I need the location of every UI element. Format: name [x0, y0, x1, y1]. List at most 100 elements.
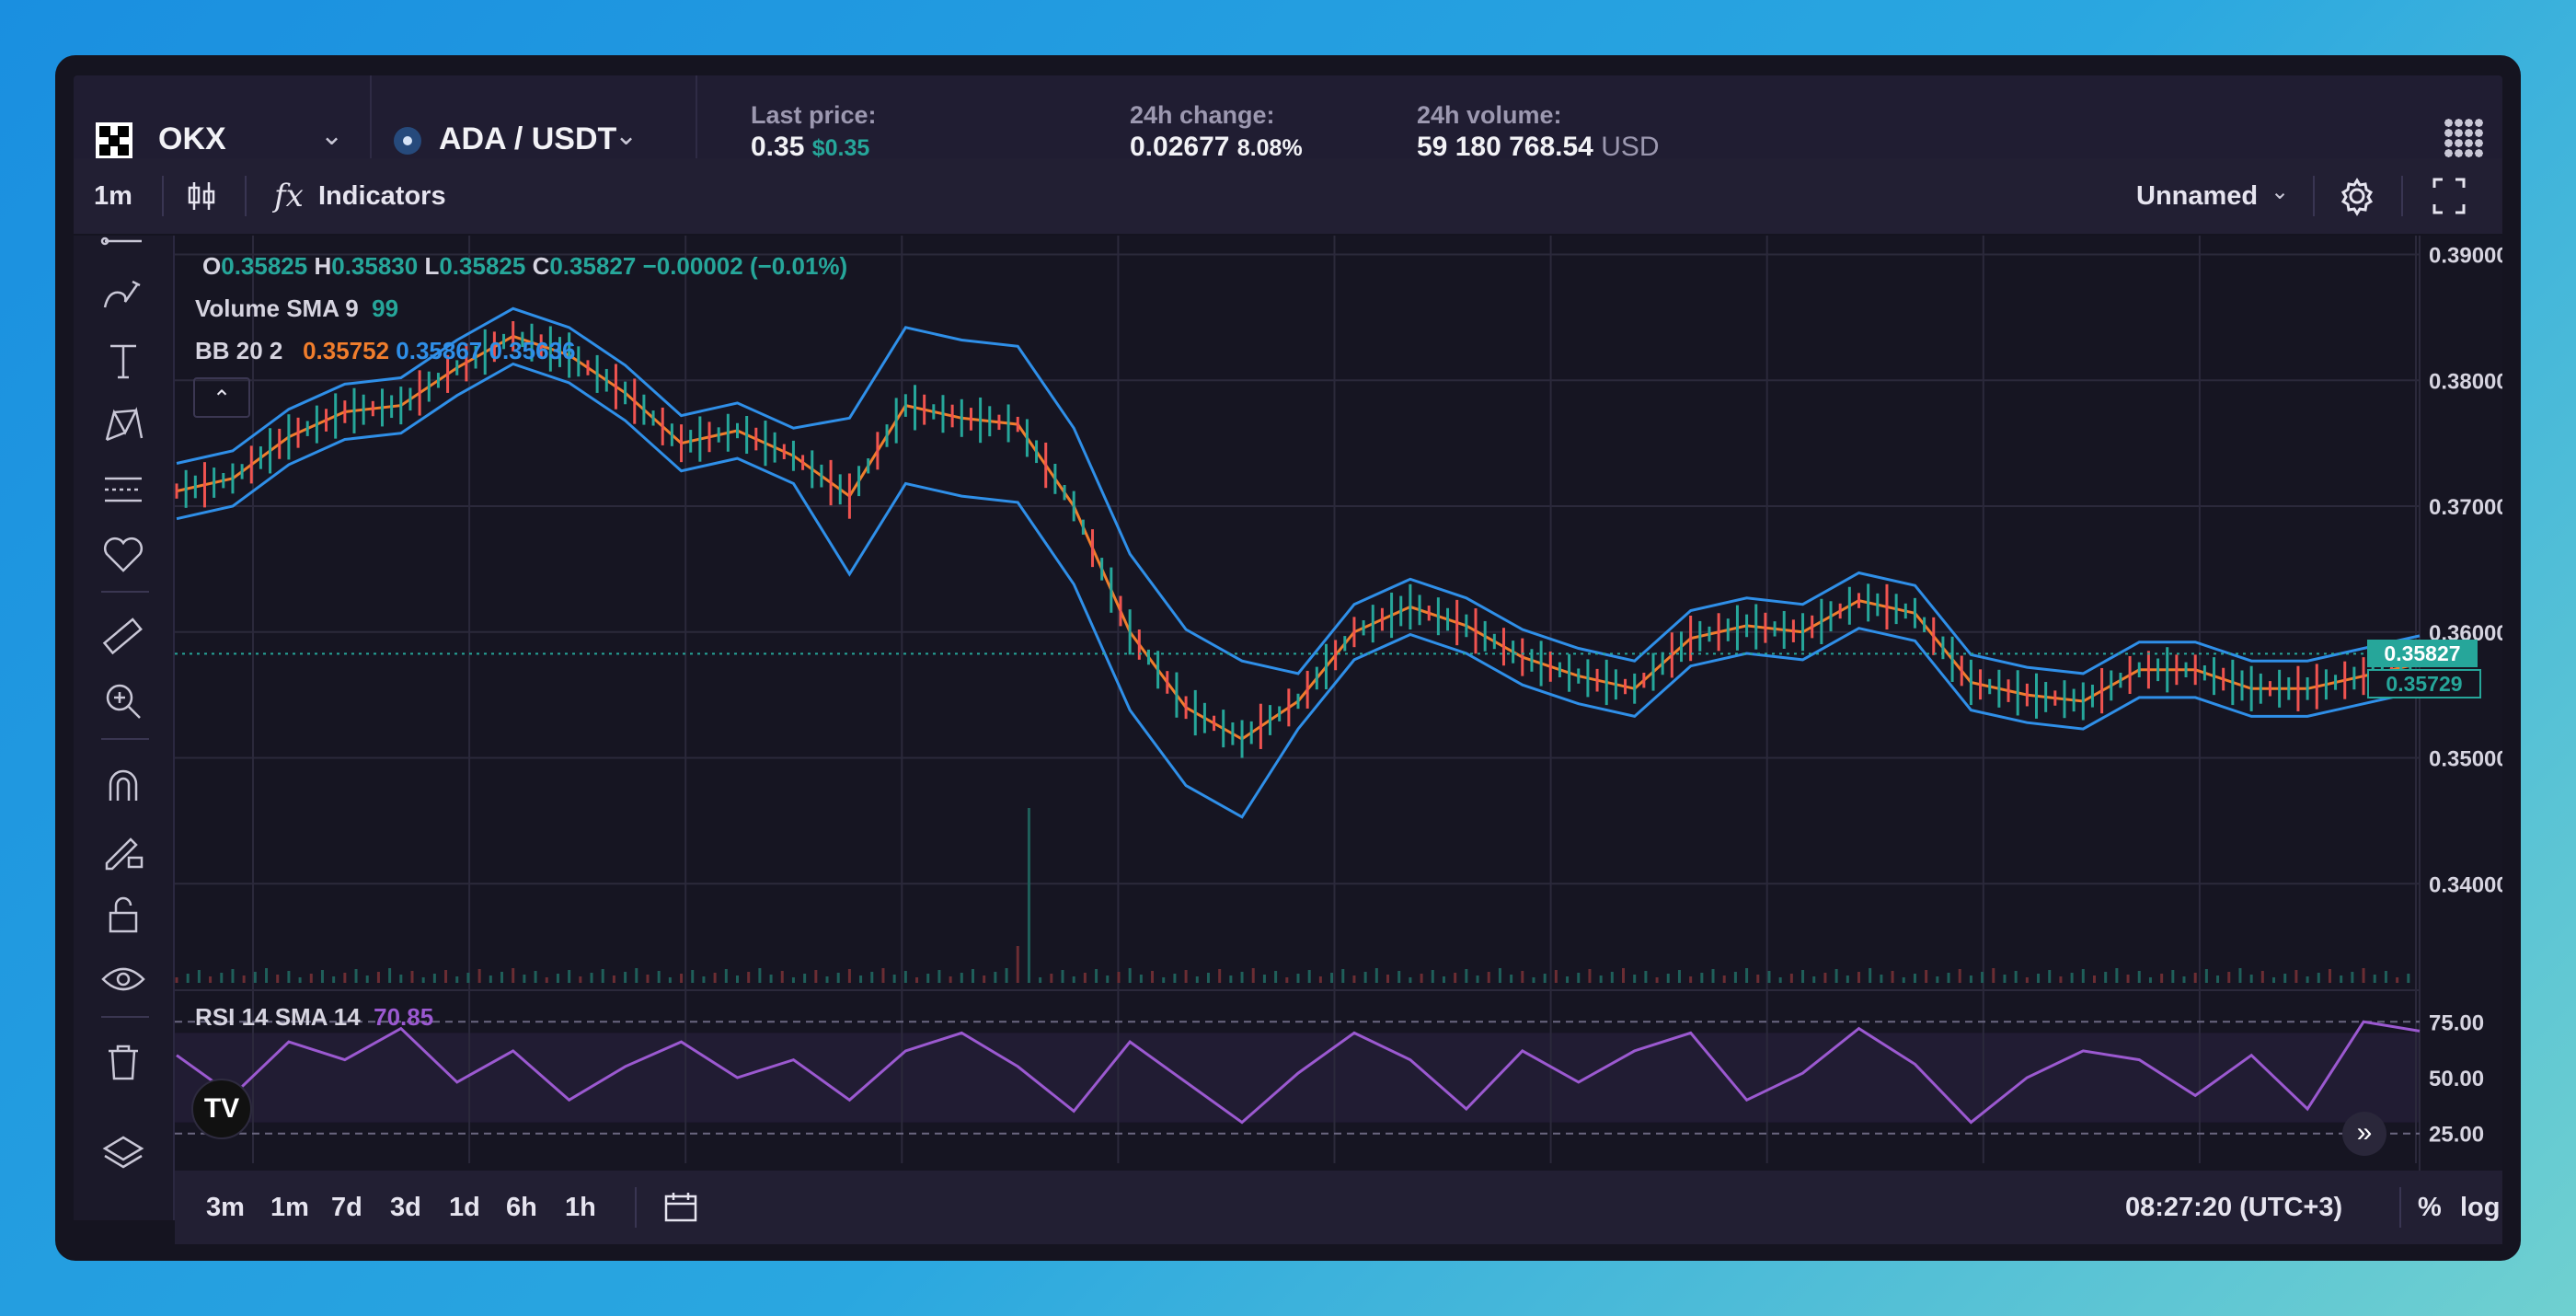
rsi-tick-label: 25.00: [2429, 1123, 2484, 1148]
divider: [101, 738, 149, 740]
divider: [2401, 176, 2403, 216]
range-7d[interactable]: 7d: [331, 1193, 362, 1222]
bb-upper-value: 0.35867: [396, 337, 483, 364]
interval-button[interactable]: 1m: [94, 181, 132, 211]
divider: [101, 591, 149, 593]
volume-indicator-name: Volume SMA 9: [195, 294, 359, 322]
open-value: 0.35825: [221, 252, 308, 280]
apps-grid-icon[interactable]: [2444, 118, 2484, 158]
text-tool-icon[interactable]: [99, 337, 147, 385]
price-tick-label: 0.37000: [2429, 495, 2502, 520]
volume-indicator-value: 99: [372, 294, 399, 322]
line-tool-icon[interactable]: [99, 217, 147, 265]
trash-icon[interactable]: [99, 1038, 147, 1086]
chevron-down-icon: ⌄: [320, 121, 344, 151]
chart-toolbar: 1m fx Indicators Unnamed ⌄: [74, 158, 2502, 234]
app-window: OKX ⌄ ADA / USDT ⌄ Last price: 0.35 $0.3…: [55, 55, 2521, 1261]
volume-unit: USD: [1601, 132, 1660, 162]
chevron-down-icon: ⌄: [615, 121, 638, 151]
rsi-indicator-value: 70.85: [374, 1003, 434, 1031]
range-1m[interactable]: 1m: [270, 1193, 309, 1222]
magnet-icon[interactable]: [99, 762, 147, 810]
divider: [101, 1016, 149, 1018]
exchange-selector[interactable]: OKX ⌄: [74, 75, 372, 206]
drawing-tools-panel: [74, 236, 175, 1220]
volume-stat: 24h volume: 59 180 768.54 USD: [1417, 101, 1660, 163]
bb-legend: BB 20 2 0.35752 0.35867 0.35636: [195, 337, 575, 365]
change-value: −0.00002 (−0.01%): [642, 252, 848, 280]
indicators-button[interactable]: Indicators: [318, 181, 446, 211]
pair-selector[interactable]: ADA / USDT ⌄: [370, 75, 697, 206]
divider: [245, 176, 247, 216]
gear-icon[interactable]: [2337, 158, 2377, 234]
brush-tool-icon[interactable]: [99, 271, 147, 318]
bb-indicator-name: BB 20 2: [195, 337, 283, 364]
volume-label: 24h volume:: [1417, 101, 1562, 129]
change-pct: 8.08%: [1236, 135, 1303, 161]
unlock-icon[interactable]: [99, 891, 147, 939]
collapse-legend-button[interactable]: ⌃: [193, 377, 250, 418]
rsi-band: [175, 1033, 2420, 1123]
chart-area[interactable]: 0.39000 0.38000 0.37000 0.36000 0.35000 0.340…: [175, 236, 2509, 1220]
close-label: C: [532, 252, 550, 280]
divider: [2399, 1187, 2401, 1228]
lock-drawing-icon[interactable]: [99, 826, 147, 874]
candle-style-icon[interactable]: [186, 158, 217, 234]
clock-display[interactable]: 08:27:20 (UTC+3): [2125, 1193, 2343, 1222]
chevron-down-icon[interactable]: ⌄: [2271, 179, 2290, 204]
change-stat: 24h change: 0.02677 8.08%: [1130, 101, 1303, 163]
exchange-name: OKX: [158, 121, 226, 156]
pair-name: ADA / USDT: [439, 121, 617, 156]
ruler-icon[interactable]: [99, 613, 147, 661]
volume-legend: Volume SMA 9 99: [195, 294, 398, 323]
last-price-label: Last price:: [751, 101, 877, 129]
fullscreen-icon[interactable]: [2431, 158, 2467, 234]
price-chart[interactable]: 0.390000.380000.370000.360000.350000.340…: [175, 236, 2509, 1220]
price-tick-label: 0.35000: [2429, 747, 2502, 772]
range-1h[interactable]: 1h: [565, 1193, 596, 1222]
cardano-icon: [394, 127, 421, 155]
price-tick-label: 0.39000: [2429, 244, 2502, 269]
bottom-toolbar: 3m 1m 7d 3d 1d 6h 1h 08:27:20 (UTC+3) % …: [175, 1171, 2502, 1244]
last-price-value: 0.35: [751, 132, 805, 162]
log-scale-button[interactable]: log: [2460, 1193, 2501, 1222]
calendar-icon[interactable]: [662, 1171, 699, 1244]
ohlc-legend: O0.35825 H0.35830 L0.35825 C0.35827 −0.0…: [202, 252, 847, 281]
change-label: 24h change:: [1130, 101, 1275, 129]
high-label: H: [314, 252, 332, 280]
tradingview-logo-icon[interactable]: TV: [191, 1079, 252, 1139]
rsi-tick-label: 75.00: [2429, 1010, 2484, 1035]
bb-price-tag: 0.35729: [2367, 669, 2481, 698]
rsi-line: [176, 1020, 2421, 1125]
range-3d[interactable]: 3d: [390, 1193, 421, 1222]
pattern-tool-icon[interactable]: [99, 401, 147, 449]
range-3m[interactable]: 3m: [206, 1193, 245, 1222]
price-tick-label: 0.38000: [2429, 369, 2502, 394]
open-label: O: [202, 252, 222, 280]
bb-basis-value: 0.35752: [303, 337, 390, 364]
divider: [162, 176, 164, 216]
eye-icon[interactable]: [99, 955, 147, 1003]
high-value: 0.35830: [331, 252, 419, 280]
scroll-to-realtime-button[interactable]: »: [2342, 1112, 2386, 1156]
okx-logo-icon: [96, 122, 132, 159]
layout-name[interactable]: Unnamed: [2136, 181, 2259, 211]
close-value: 0.35827: [549, 252, 637, 280]
bb-lower-value: 0.35636: [489, 337, 576, 364]
volume-value: 59 180 768.54: [1417, 132, 1593, 162]
change-abs: 0.02677: [1130, 132, 1230, 162]
divider: [2313, 176, 2315, 216]
layers-icon[interactable]: [99, 1128, 147, 1176]
rsi-indicator-name: RSI 14 SMA 14: [195, 1003, 361, 1031]
fib-tool-icon[interactable]: [99, 466, 147, 514]
range-1d[interactable]: 1d: [449, 1193, 480, 1222]
rsi-legend: RSI 14 SMA 14 70.85: [195, 1003, 433, 1032]
divider: [635, 1187, 637, 1228]
zoom-in-icon[interactable]: [99, 677, 147, 725]
rsi-tick-label: 50.00: [2429, 1067, 2484, 1091]
range-6h[interactable]: 6h: [506, 1193, 537, 1222]
percent-scale-button[interactable]: %: [2418, 1193, 2442, 1222]
heart-icon[interactable]: [99, 530, 147, 578]
low-label: L: [424, 252, 440, 280]
bb-upper-line: [176, 306, 2421, 675]
